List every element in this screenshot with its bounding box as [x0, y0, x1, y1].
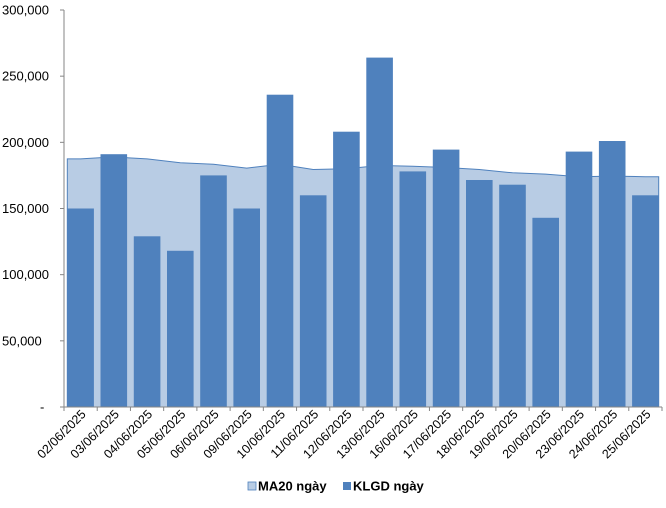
- x-tick-labels: 02/06/202503/06/202504/06/202505/06/2025…: [35, 407, 663, 461]
- bar-17/06/2025: [432, 149, 460, 407]
- y-tick-label: 200,000: [2, 135, 49, 150]
- bar-18/06/2025: [466, 180, 493, 407]
- y-tick-label: 250,000: [2, 69, 49, 84]
- bar-05/06/2025: [167, 250, 194, 407]
- bar-11/06/2025: [299, 195, 327, 407]
- y-tick-label: 100,000: [2, 267, 49, 282]
- legend-label-ma20: MA20 ngày: [258, 479, 327, 494]
- legend: MA20 ngày KLGD ngày: [247, 479, 425, 494]
- bar-20/06/2025: [532, 217, 559, 407]
- legend-swatch-klgd: [343, 482, 351, 490]
- bar-02/06/2025: [67, 208, 94, 407]
- y-tick-label: -: [40, 400, 44, 415]
- bar-10/06/2025: [266, 94, 294, 407]
- bar-24/06/2025: [598, 141, 626, 407]
- y-tick-label: 50,000: [2, 333, 42, 348]
- bar-25/06/2025: [632, 195, 659, 407]
- legend-swatch-ma20: [247, 481, 257, 491]
- bar-03/06/2025: [100, 154, 128, 407]
- bar-23/06/2025: [565, 151, 593, 407]
- y-tick-labels: - 50,000 100,000 150,000 200,000 250,000 300,0…: [2, 3, 64, 415]
- y-tick-label: 150,000: [2, 201, 49, 216]
- bar-09/06/2025: [233, 208, 260, 407]
- bar-06/06/2025: [200, 175, 227, 407]
- y-tick-label: 300,000: [2, 3, 49, 18]
- bar-13/06/2025: [366, 57, 393, 407]
- bar-12/06/2025: [333, 131, 360, 407]
- bar-19/06/2025: [499, 184, 526, 407]
- bar-layer: [67, 57, 659, 407]
- bar-16/06/2025: [399, 171, 427, 407]
- ma20-line: [66, 156, 660, 407]
- bar-04/06/2025: [133, 236, 161, 407]
- legend-label-klgd: KLGD ngày: [353, 479, 425, 494]
